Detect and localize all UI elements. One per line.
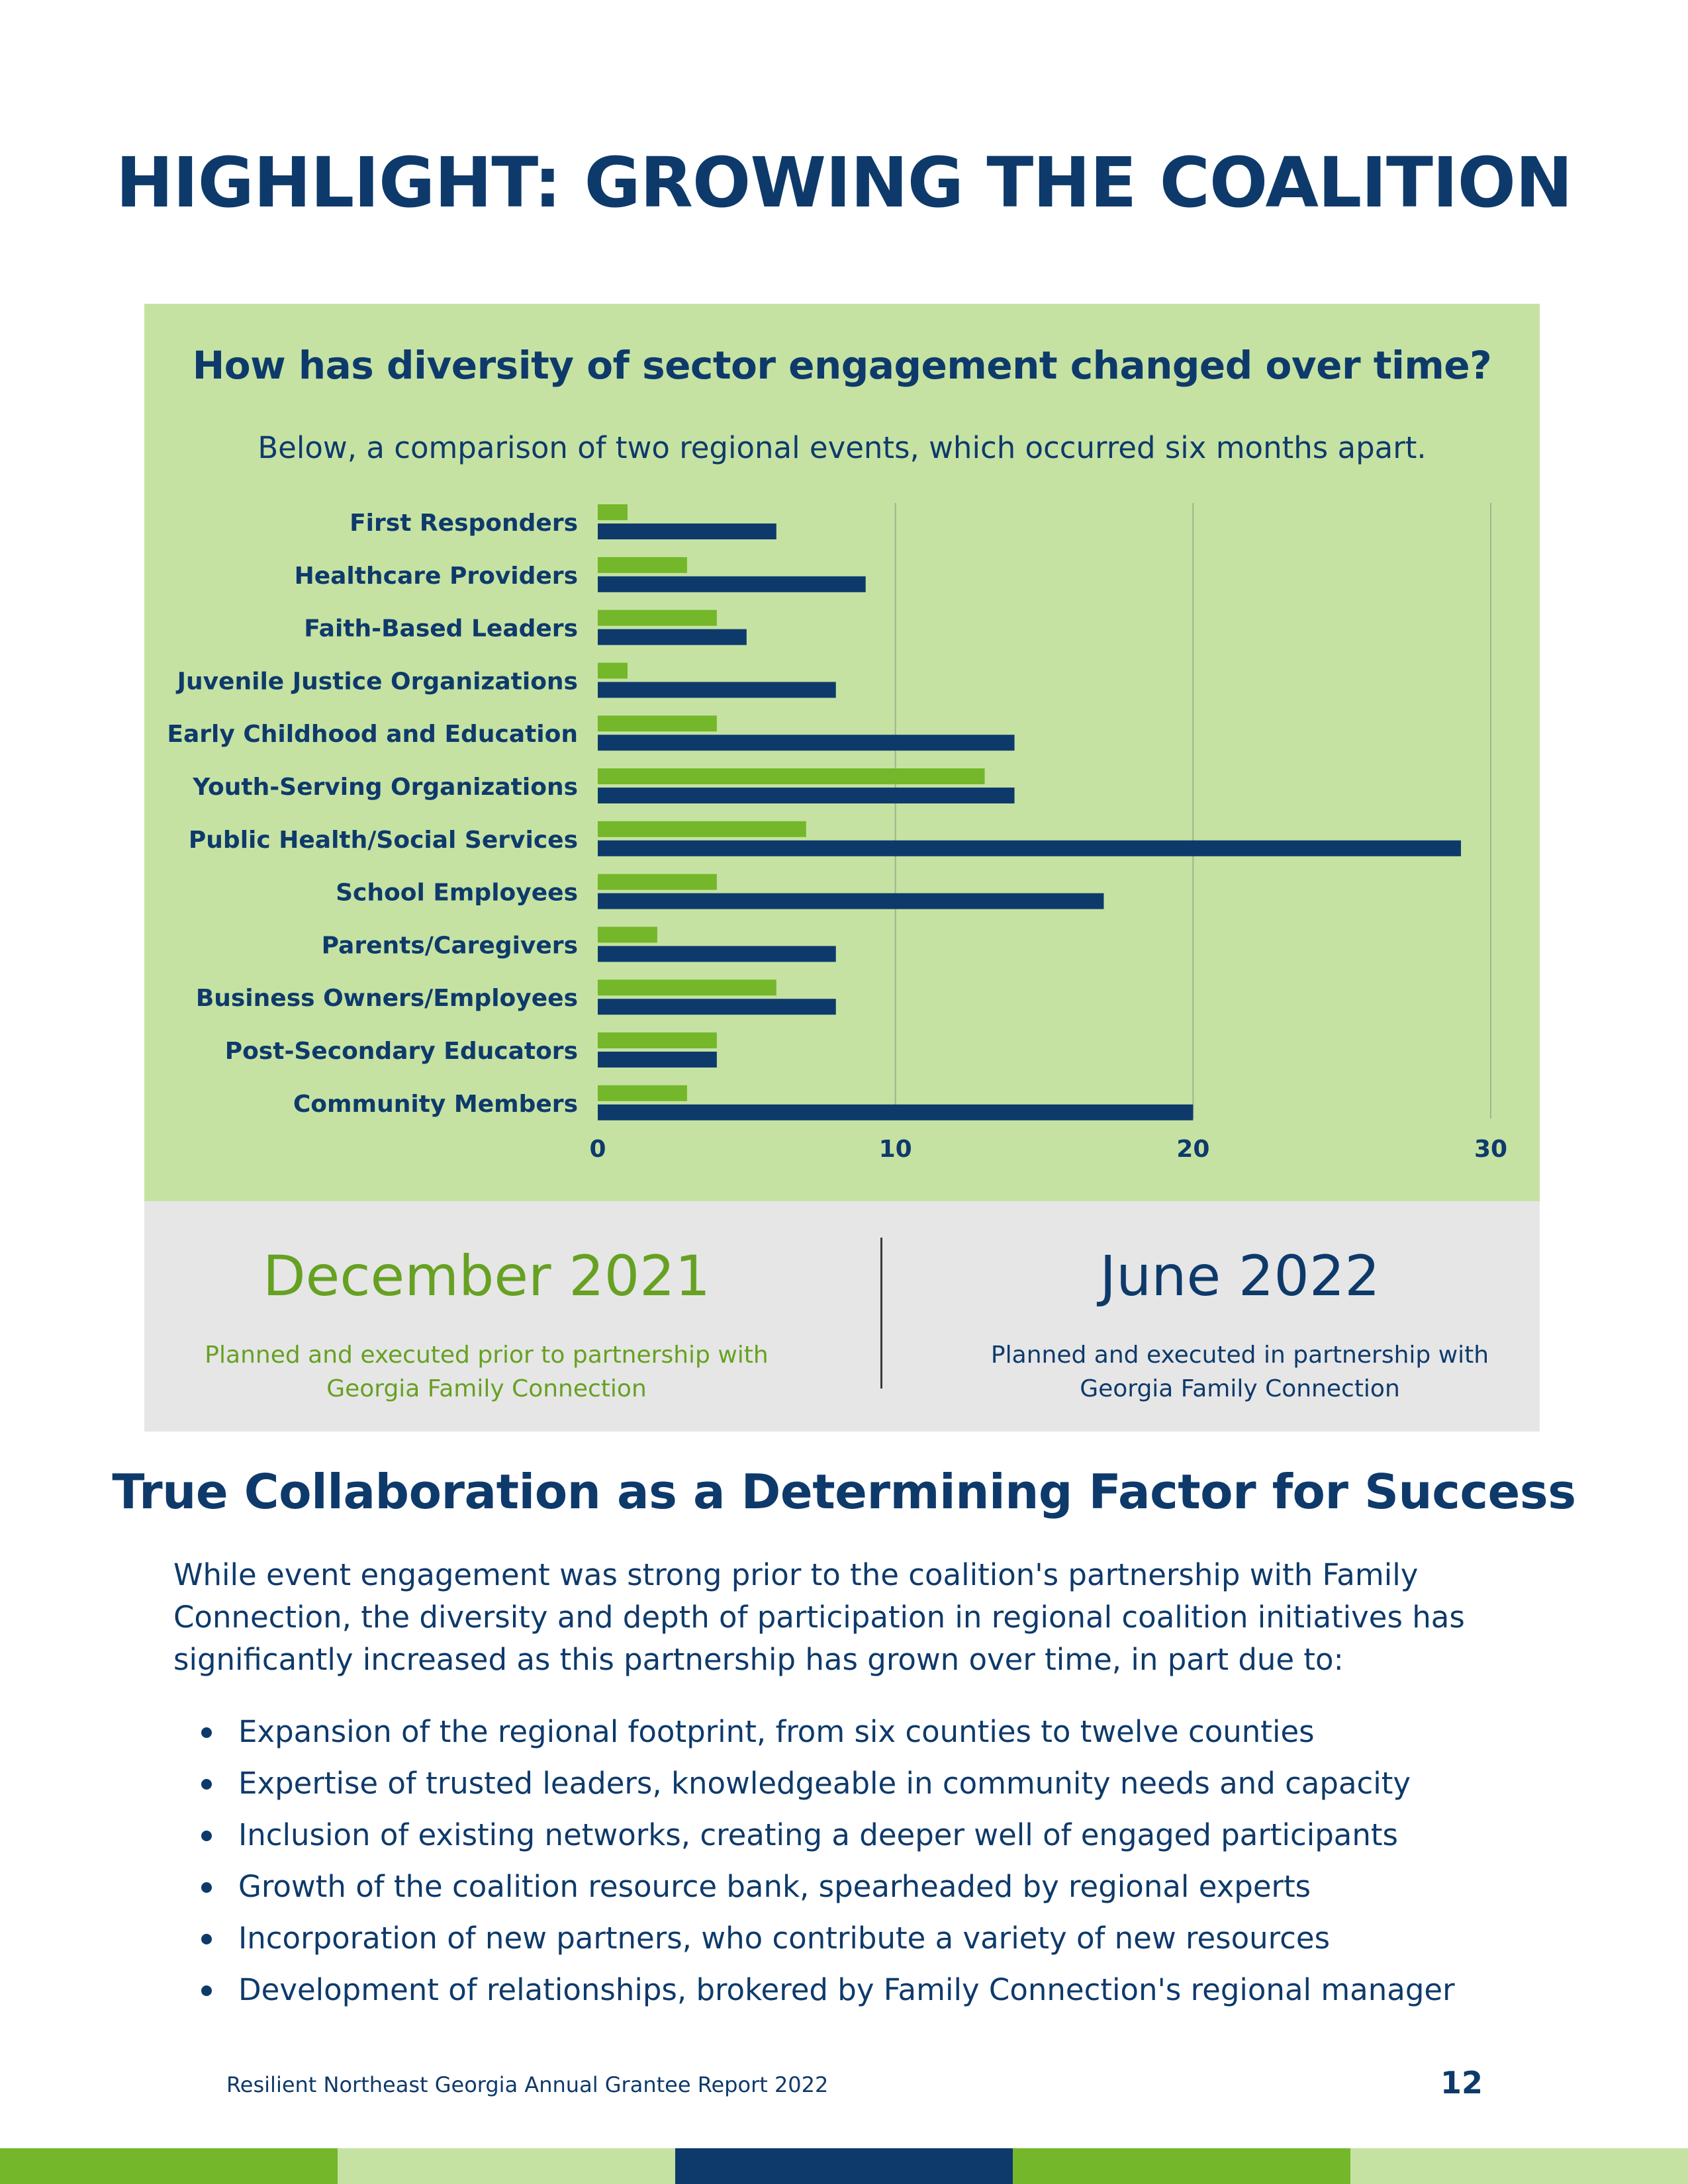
bar-june-2022	[598, 840, 1462, 856]
bar-june-2022	[598, 523, 776, 539]
x-tick-label: 20	[1176, 1136, 1209, 1163]
category-label: Early Childhood and Education	[167, 721, 578, 748]
list-item-text: Expertise of trusted leaders, knowledgea…	[238, 1766, 1411, 1801]
chart-panel	[144, 304, 1540, 1201]
bar-june-2022	[598, 576, 866, 592]
list-item: Expansion of the regional footprint, fro…	[199, 1714, 1523, 1766]
bar-december-2021	[598, 662, 628, 679]
list-item: Development of relationships, brokered b…	[199, 1972, 1523, 2024]
category-label: Faith-Based Leaders	[304, 615, 578, 643]
page-title: HIGHLIGHT: GROWING THE COALITION	[115, 142, 1573, 223]
footer-report-title: Resilient Northeast Georgia Annual Grant…	[226, 2072, 829, 2097]
bar-december-2021	[598, 768, 985, 784]
chart-gridlines	[894, 503, 1491, 1118]
legend-december-2021-description: Planned and executed prior to partnershi…	[205, 1342, 769, 1402]
category-label: Healthcare Providers	[295, 563, 578, 590]
legend-june-2022: June 2022 Planned and executed in partne…	[942, 1244, 1538, 1406]
bar-june-2022	[598, 999, 836, 1015]
list-item-text: Development of relationships, brokered b…	[238, 1972, 1455, 2007]
section-heading: True Collaboration as a Determining Fact…	[112, 1464, 1576, 1520]
category-label: Post-Secondary Educators	[225, 1038, 578, 1065]
bar-june-2022	[598, 735, 1015, 751]
chart-x-ticks: 0 10 20 30	[589, 1136, 1507, 1163]
bar-december-2021	[598, 504, 628, 520]
bar-december-2021	[598, 557, 687, 573]
chart-heading: How has diversity of sector engagement c…	[192, 343, 1492, 388]
bar-june-2022	[598, 1052, 717, 1068]
page-number: 12	[1440, 2065, 1483, 2101]
footer-bar-segment	[338, 2148, 675, 2184]
bar-chart: First Responders Healthcare Providers Fait…	[167, 503, 1507, 1163]
bar-december-2021	[598, 610, 717, 626]
bar-december-2021	[598, 927, 657, 943]
list-item-text: Incorporation of new partners, who contr…	[238, 1921, 1331, 1956]
x-tick-label: 0	[589, 1136, 606, 1163]
legend-june-2022-description: Planned and executed in partnership with…	[990, 1342, 1489, 1402]
footer-bar-segment	[1013, 2148, 1350, 2184]
bullet-icon	[201, 1727, 212, 1738]
bar-december-2021	[598, 874, 717, 890]
footer-bar-segment	[0, 2148, 338, 2184]
bar-june-2022	[598, 788, 1015, 803]
chart-subtitle: Below, a comparison of two regional even…	[258, 430, 1427, 465]
chart-category-labels: First Responders Healthcare Providers Fait…	[167, 510, 578, 1118]
bullet-list: Expansion of the regional footprint, fro…	[199, 1714, 1523, 2024]
footer-bar-segment	[1350, 2148, 1688, 2184]
list-item: Inclusion of existing networks, creating…	[199, 1817, 1523, 1869]
bullet-icon	[201, 1985, 212, 1996]
bar-june-2022	[598, 893, 1104, 909]
bar-december-2021	[598, 715, 717, 732]
footer-bar-segment	[675, 2148, 1013, 2184]
bar-june-2022	[598, 946, 836, 962]
list-item: Expertise of trusted leaders, knowledgea…	[199, 1766, 1523, 1817]
legend-band	[144, 1201, 1540, 1432]
list-item-text: Expansion of the regional footprint, fro…	[238, 1714, 1315, 1749]
category-label: Community Members	[293, 1091, 578, 1118]
bar-december-2021	[598, 1085, 687, 1101]
body-paragraph: While event engagement was strong prior …	[173, 1557, 1465, 1677]
chart-bars	[598, 504, 1462, 1120]
bar-june-2022	[598, 682, 836, 698]
legend-december-2021-title: December 2021	[262, 1244, 711, 1308]
footer-color-bar	[0, 2148, 1688, 2184]
category-label: Public Health/Social Services	[189, 827, 578, 854]
category-label: School Employees	[336, 880, 578, 907]
bullet-icon	[201, 1882, 212, 1893]
category-label: Juvenile Justice Organizations	[175, 668, 578, 695]
category-label: First Responders	[350, 510, 578, 537]
bar-december-2021	[598, 979, 776, 996]
x-tick-label: 10	[879, 1136, 912, 1163]
bar-june-2022	[598, 629, 747, 645]
x-tick-label: 30	[1474, 1136, 1507, 1163]
list-item: Growth of the coalition resource bank, s…	[199, 1869, 1523, 1921]
bullet-icon	[201, 1831, 212, 1841]
bar-december-2021	[598, 821, 806, 837]
category-label: Youth-Serving Organizations	[192, 774, 578, 801]
category-label: Business Owners/Employees	[196, 985, 578, 1012]
legend-december-2021: December 2021 Planned and executed prior…	[189, 1244, 784, 1406]
bar-december-2021	[598, 1032, 717, 1048]
legend-divider	[880, 1238, 882, 1388]
bar-june-2022	[598, 1104, 1194, 1120]
category-label: Parents/Caregivers	[322, 932, 578, 959]
bullet-icon	[201, 1934, 212, 1944]
list-item: Incorporation of new partners, who contr…	[199, 1921, 1523, 1972]
list-item-text: Inclusion of existing networks, creating…	[238, 1817, 1398, 1852]
bullet-icon	[201, 1779, 212, 1790]
list-item-text: Growth of the coalition resource bank, s…	[238, 1869, 1311, 1904]
legend-june-2022-title: June 2022	[1100, 1244, 1380, 1308]
